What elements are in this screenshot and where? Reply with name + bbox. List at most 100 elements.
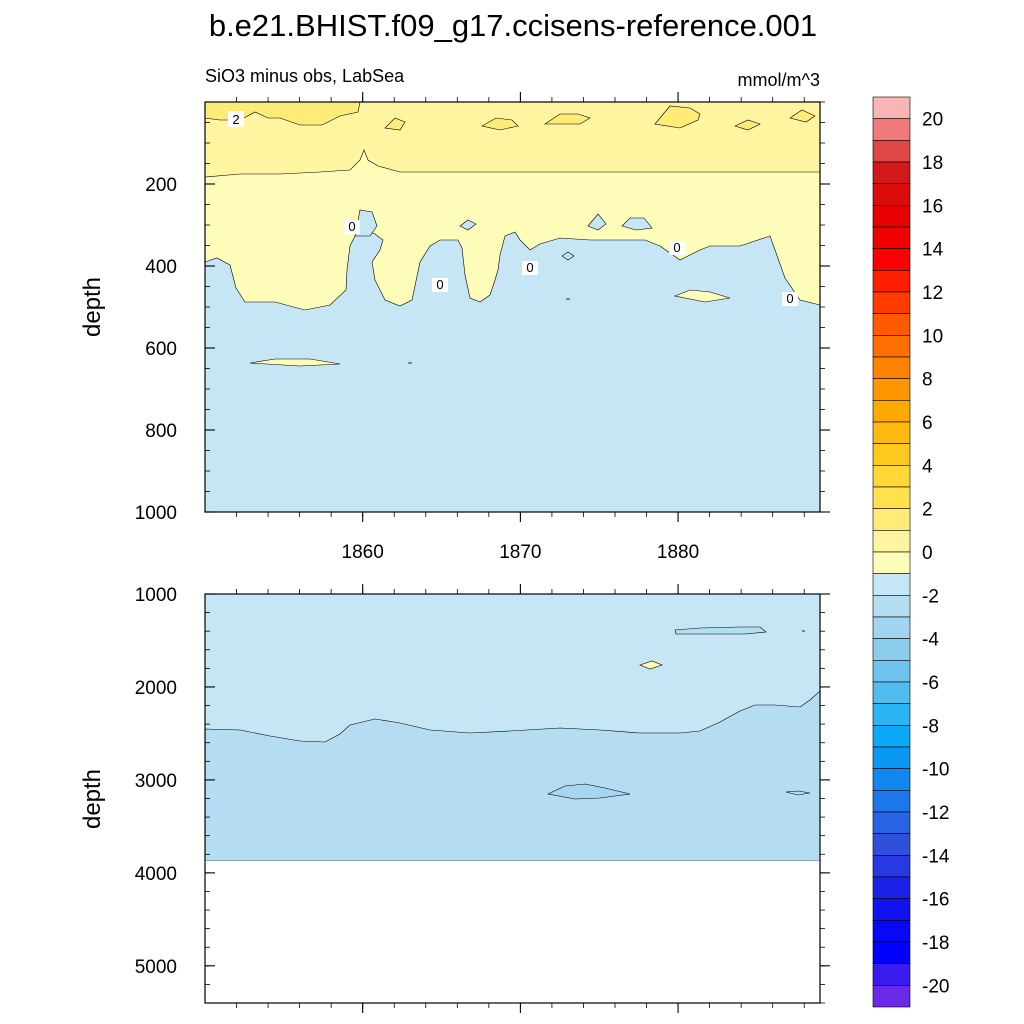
colorbar-box	[872, 876, 911, 899]
y-tick-label: 3000	[135, 771, 177, 792]
subtitle-right: mmol/m^3	[738, 70, 820, 90]
y-tick-label: 800	[145, 421, 177, 442]
lower-missing-region	[205, 861, 820, 1003]
colorbar-tick-label: 8	[922, 370, 933, 391]
y-tick-label: 2000	[135, 678, 177, 699]
colorbar-box	[872, 508, 911, 531]
colorbar-box	[872, 551, 911, 574]
colorbar-box	[872, 725, 911, 748]
colorbar: 20181614121086420-2-4-6-8-10-12-14-16-18…	[872, 96, 950, 1008]
subtitle-left: SiO3 minus obs, LabSea	[205, 66, 405, 86]
colorbar-tick-label: 16	[922, 196, 943, 217]
contour-label: 0	[436, 277, 443, 292]
upper-positive-patches	[249, 289, 731, 367]
colorbar-box	[872, 898, 911, 921]
y-tick-label: 5000	[135, 957, 177, 978]
colorbar-box	[872, 118, 911, 141]
colorbar-box	[872, 638, 911, 661]
colorbar-box	[872, 226, 911, 249]
upper-negative-islands	[354, 209, 653, 261]
lower-panel: 1000 2000 3000 4000 5000 depth	[79, 584, 830, 1013]
colorbar-box	[872, 595, 911, 618]
upper-ylabel: depth	[79, 277, 106, 337]
upper-fill-2-3	[204, 101, 816, 131]
colorbar-tick-label: -14	[922, 846, 950, 867]
colorbar-box	[872, 833, 911, 856]
upper-contour-labels: 2 0 0 0 0 0	[228, 111, 798, 306]
colorbar-box	[872, 400, 911, 423]
y-tick-label: 400	[145, 257, 177, 278]
colorbar-box	[872, 183, 911, 206]
colorbar-box	[872, 140, 911, 163]
y-tick-label: 200	[145, 175, 177, 196]
colorbar-box	[872, 356, 911, 379]
colorbar-tick-label: -18	[922, 933, 949, 954]
colorbar-boxes	[872, 96, 911, 1008]
colorbar-tick-label: 6	[922, 413, 933, 434]
colorbar-box	[872, 465, 911, 488]
lower-ticks: 1000 2000 3000 4000 5000	[135, 584, 830, 1013]
colorbar-box	[872, 660, 911, 683]
colorbar-box	[872, 573, 911, 596]
lower-fill-m2-strip	[674, 626, 767, 635]
lower-fill-m2-tiny	[785, 790, 811, 796]
colorbar-tick-label: 4	[922, 456, 933, 477]
colorbar-box	[872, 703, 911, 726]
x-tick-label: 1870	[499, 542, 541, 563]
colorbar-tick-label: 10	[922, 326, 943, 347]
colorbar-tick-label: -6	[922, 673, 939, 694]
colorbar-box	[872, 335, 911, 358]
colorbar-box	[872, 920, 911, 943]
colorbar-box	[872, 270, 911, 293]
lower-fill-m2-m1	[204, 690, 821, 862]
colorbar-box	[872, 486, 911, 509]
colorbar-box	[872, 985, 911, 1008]
x-tick-label: 1880	[657, 542, 699, 563]
y-tick-label: 1000	[135, 503, 177, 524]
contour-label: 0	[526, 260, 533, 275]
colorbar-box	[872, 161, 911, 184]
contour-label: 0	[673, 240, 680, 255]
colorbar-tick-label: -8	[922, 716, 939, 737]
colorbar-tick-label: 18	[922, 153, 943, 174]
colorbar-tick-label: 12	[922, 283, 943, 304]
colorbar-box	[872, 313, 911, 336]
colorbar-tick-label: -2	[922, 586, 939, 607]
colorbar-tick-label: 20	[922, 110, 943, 131]
lower-fill-m2-patch	[547, 783, 631, 800]
colorbar-tick-label: -12	[922, 803, 949, 824]
colorbar-box	[872, 811, 911, 834]
colorbar-tick-label: 2	[922, 500, 933, 521]
colorbar-box	[872, 248, 911, 271]
colorbar-box	[872, 96, 911, 119]
colorbar-box	[872, 681, 911, 704]
contour-label: 0	[348, 219, 355, 234]
colorbar-box	[872, 443, 911, 466]
contour-label: 2	[232, 112, 239, 127]
colorbar-box	[872, 790, 911, 813]
colorbar-box	[872, 421, 911, 444]
y-tick-label: 1000	[135, 585, 177, 606]
colorbar-box	[872, 378, 911, 401]
colorbar-tick-label: -4	[922, 630, 939, 651]
x-tick-label: 1860	[342, 542, 384, 563]
colorbar-tick-label: -10	[922, 760, 949, 781]
colorbar-box	[872, 530, 911, 553]
colorbar-box	[872, 616, 911, 639]
colorbar-box	[872, 768, 911, 791]
y-tick-label: 4000	[135, 864, 177, 885]
colorbar-box	[872, 941, 911, 964]
colorbar-box	[872, 855, 911, 878]
colorbar-box	[872, 291, 911, 314]
colorbar-box	[872, 963, 911, 986]
colorbar-box	[872, 746, 911, 769]
lower-ylabel: depth	[79, 769, 106, 829]
colorbar-tick-label: -20	[922, 976, 949, 997]
chart-title: b.e21.BHIST.f09_g17.ccisens-reference.00…	[209, 8, 817, 43]
colorbar-tick-label: 14	[922, 240, 944, 261]
colorbar-labels: 20181614121086420-2-4-6-8-10-12-14-16-18…	[922, 110, 950, 998]
colorbar-tick-label: 0	[922, 543, 933, 564]
